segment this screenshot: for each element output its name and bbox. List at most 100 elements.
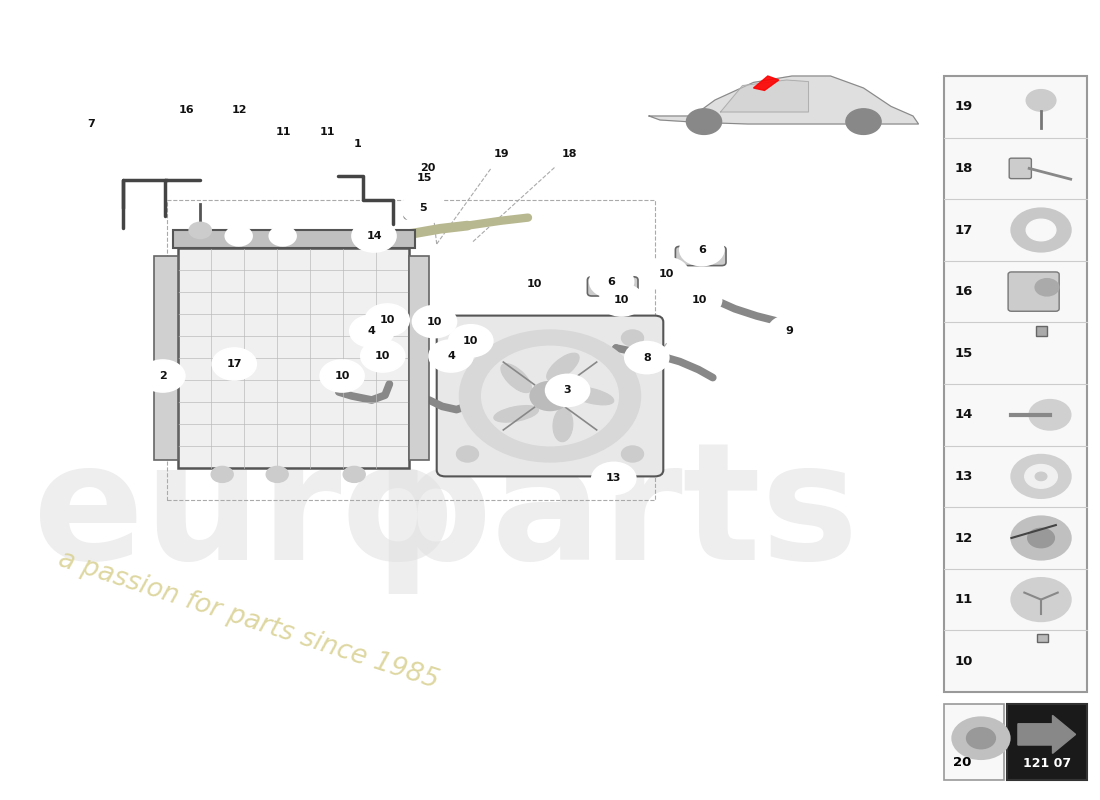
- Circle shape: [1011, 455, 1070, 498]
- Circle shape: [1035, 278, 1059, 296]
- Text: 10: 10: [375, 351, 390, 361]
- Circle shape: [141, 360, 185, 392]
- Text: 16: 16: [179, 106, 195, 115]
- FancyBboxPatch shape: [587, 277, 638, 296]
- Circle shape: [403, 162, 447, 194]
- Circle shape: [456, 446, 478, 462]
- Circle shape: [846, 109, 881, 134]
- Text: a passion for parts since 1985: a passion for parts since 1985: [55, 546, 442, 694]
- Circle shape: [530, 382, 570, 410]
- Circle shape: [1011, 209, 1070, 251]
- FancyBboxPatch shape: [1035, 326, 1046, 336]
- Text: 19: 19: [955, 100, 974, 114]
- Circle shape: [621, 446, 643, 462]
- Text: 10: 10: [334, 371, 350, 381]
- Circle shape: [625, 342, 669, 374]
- Circle shape: [680, 234, 724, 266]
- Text: 18: 18: [955, 162, 974, 175]
- Text: 11: 11: [320, 127, 336, 137]
- Circle shape: [266, 466, 288, 482]
- Circle shape: [768, 315, 812, 347]
- Text: 17: 17: [955, 223, 974, 237]
- Text: 6: 6: [697, 245, 706, 254]
- Text: 7: 7: [87, 119, 96, 129]
- FancyBboxPatch shape: [1009, 158, 1032, 178]
- Circle shape: [189, 222, 211, 238]
- Circle shape: [336, 128, 380, 160]
- Circle shape: [645, 258, 689, 290]
- Text: 121 07: 121 07: [1023, 757, 1070, 770]
- Text: 1: 1: [353, 139, 362, 149]
- Circle shape: [600, 284, 643, 316]
- Polygon shape: [1018, 715, 1076, 754]
- Polygon shape: [754, 76, 779, 90]
- Circle shape: [343, 466, 365, 482]
- Text: 17: 17: [227, 359, 242, 369]
- Circle shape: [1011, 578, 1070, 621]
- Text: 14: 14: [955, 408, 974, 422]
- Text: 10: 10: [692, 295, 707, 305]
- Text: 5: 5: [420, 203, 427, 213]
- Text: 10: 10: [527, 279, 542, 289]
- Circle shape: [456, 330, 478, 346]
- Text: 13: 13: [955, 470, 974, 483]
- Ellipse shape: [570, 387, 614, 405]
- Text: 3: 3: [564, 386, 571, 395]
- Circle shape: [306, 116, 350, 148]
- Text: 15: 15: [955, 346, 974, 360]
- Text: parts: parts: [374, 435, 858, 594]
- Circle shape: [678, 284, 722, 316]
- Circle shape: [590, 266, 634, 298]
- Ellipse shape: [500, 364, 531, 393]
- Polygon shape: [649, 76, 918, 124]
- Text: 9: 9: [785, 326, 794, 336]
- Circle shape: [1030, 400, 1070, 430]
- FancyBboxPatch shape: [437, 316, 663, 477]
- Text: 4: 4: [367, 326, 376, 336]
- Circle shape: [212, 348, 256, 380]
- Circle shape: [513, 268, 557, 300]
- Circle shape: [365, 304, 409, 336]
- Text: 10: 10: [463, 336, 478, 346]
- FancyBboxPatch shape: [675, 246, 726, 266]
- Circle shape: [320, 360, 364, 392]
- Circle shape: [546, 374, 590, 406]
- Circle shape: [1025, 465, 1057, 488]
- FancyBboxPatch shape: [1006, 704, 1087, 780]
- Polygon shape: [720, 80, 808, 112]
- Circle shape: [1026, 219, 1056, 241]
- Text: 11: 11: [955, 593, 974, 606]
- Text: 20: 20: [420, 163, 436, 173]
- FancyBboxPatch shape: [173, 230, 415, 248]
- FancyBboxPatch shape: [409, 256, 429, 460]
- Circle shape: [480, 138, 524, 170]
- Circle shape: [1035, 472, 1047, 481]
- Circle shape: [953, 718, 1010, 759]
- Text: 10: 10: [659, 269, 674, 278]
- Circle shape: [226, 226, 252, 246]
- Circle shape: [686, 109, 722, 134]
- Text: 18: 18: [562, 149, 578, 158]
- Text: 2: 2: [158, 371, 167, 381]
- Circle shape: [165, 94, 209, 126]
- FancyBboxPatch shape: [154, 256, 178, 460]
- Circle shape: [406, 152, 450, 184]
- Ellipse shape: [494, 406, 539, 422]
- Circle shape: [460, 330, 640, 462]
- Circle shape: [352, 220, 396, 252]
- Ellipse shape: [547, 353, 579, 381]
- Text: 8: 8: [642, 353, 651, 362]
- Circle shape: [548, 138, 592, 170]
- Text: 12: 12: [232, 106, 248, 115]
- Circle shape: [402, 192, 446, 224]
- Text: 14: 14: [366, 231, 382, 241]
- Text: 20: 20: [953, 755, 971, 769]
- Circle shape: [361, 340, 405, 372]
- FancyBboxPatch shape: [178, 248, 409, 468]
- Text: 10: 10: [379, 315, 395, 325]
- Text: 15: 15: [417, 173, 432, 182]
- Text: 16: 16: [955, 285, 974, 298]
- Circle shape: [350, 315, 394, 347]
- Text: 10: 10: [614, 295, 629, 305]
- Ellipse shape: [553, 408, 573, 442]
